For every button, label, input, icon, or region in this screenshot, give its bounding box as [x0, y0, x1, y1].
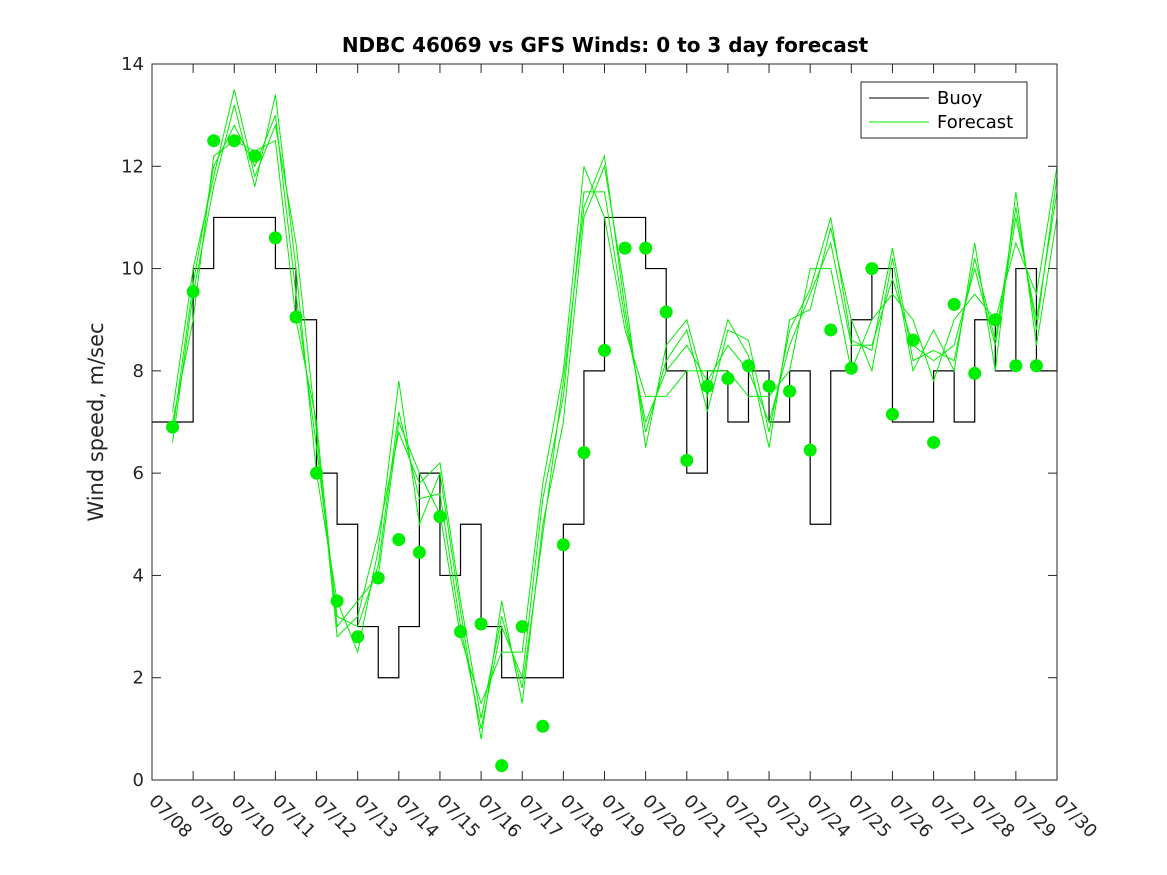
forecast-point: [885, 407, 899, 421]
x-tick-label: 07/20: [638, 791, 690, 843]
forecast-point: [392, 533, 406, 547]
x-tick-label: 07/10: [227, 791, 279, 843]
forecast-point: [227, 134, 241, 148]
x-tick-label: 07/25: [844, 791, 896, 843]
x-tick-label: 07/29: [1008, 791, 1060, 843]
forecast-point: [1009, 359, 1023, 373]
x-tick-label: 07/23: [762, 791, 814, 843]
y-axis-label: Wind speed, m/sec: [84, 322, 108, 521]
forecast-point: [824, 323, 838, 337]
forecast-point: [330, 594, 344, 608]
x-tick-label: 07/11: [268, 791, 320, 843]
forecast-point: [741, 359, 755, 373]
x-tick-label: 07/15: [432, 791, 484, 843]
forecast-point: [783, 384, 797, 398]
forecast-point: [310, 466, 324, 480]
x-tick-label: 07/09: [186, 791, 238, 843]
x-tick-label: 07/12: [309, 791, 361, 843]
forecast-point: [639, 241, 653, 255]
forecast-point: [351, 630, 365, 644]
forecast-point: [865, 262, 879, 276]
forecast-point: [166, 420, 180, 434]
forecast-point: [412, 545, 426, 559]
x-tick-label: 07/14: [391, 791, 443, 843]
forecast-point: [680, 453, 694, 467]
forecast-point: [474, 617, 488, 631]
forecast-point: [186, 285, 200, 299]
y-tick-label: 4: [133, 565, 144, 586]
forecast-point: [577, 446, 591, 460]
y-tick-label: 0: [133, 770, 144, 791]
forecast-point: [454, 625, 468, 639]
forecast-point: [803, 443, 817, 457]
forecast-point: [947, 297, 961, 311]
x-tick-label: 07/13: [350, 791, 402, 843]
forecast-point: [700, 379, 714, 393]
x-tick-label: 07/21: [679, 791, 731, 843]
x-tick-label: 07/18: [556, 791, 608, 843]
forecast-point: [248, 149, 262, 163]
forecast-point: [927, 435, 941, 449]
legend: Buoy Forecast: [860, 81, 1028, 139]
legend-buoy-label: Buoy: [937, 88, 983, 109]
y-tick-label: 10: [121, 259, 144, 280]
forecast-point: [536, 719, 550, 733]
x-tick-label: 07/08: [144, 791, 196, 843]
y-tick-label: 6: [133, 463, 144, 484]
forecast-point: [968, 366, 982, 380]
forecast-point: [556, 538, 570, 552]
forecast-point: [515, 620, 529, 634]
x-tick-label: 07/22: [720, 791, 772, 843]
forecast-point: [762, 379, 776, 393]
y-tick-label: 8: [133, 361, 144, 382]
forecast-point: [268, 231, 282, 245]
y-tick-label: 14: [121, 54, 144, 75]
forecast-point: [289, 310, 303, 324]
legend-box: [860, 81, 1028, 139]
x-tick-label: 07/16: [474, 791, 526, 843]
forecast-point: [495, 759, 509, 773]
x-tick-label: 07/17: [515, 791, 567, 843]
chart-title: NDBC 46069 vs GFS Winds: 0 to 3 day fore…: [342, 33, 869, 57]
forecast-point: [844, 361, 858, 375]
forecast-line: [172, 139, 1058, 705]
forecast-point: [1029, 359, 1043, 373]
forecast-point: [988, 313, 1002, 327]
legend-forecast-label: Forecast: [937, 112, 1013, 133]
x-tick-label: 07/27: [926, 791, 978, 843]
forecast-point: [371, 571, 385, 585]
forecast-point: [721, 372, 735, 386]
buoy-line: [152, 216, 1058, 679]
y-axis: 0 2 4 6 8 10 12 14: [121, 54, 1057, 791]
forecast-point: [433, 510, 447, 524]
x-tick-label: 07/28: [967, 791, 1019, 843]
x-tick-label: 07/30: [1049, 791, 1101, 843]
y-tick-label: 12: [121, 156, 144, 177]
forecast-point: [207, 134, 221, 148]
x-tick-label: 07/19: [597, 791, 649, 843]
forecast-point: [618, 241, 632, 255]
x-tick-label: 07/26: [885, 791, 937, 843]
forecast-point: [598, 343, 611, 357]
y-tick-label: 2: [133, 668, 144, 689]
forecast-point: [906, 333, 920, 347]
x-tick-label: 07/24: [803, 791, 855, 843]
forecast-point: [659, 305, 673, 319]
points-layer: [166, 134, 1043, 773]
